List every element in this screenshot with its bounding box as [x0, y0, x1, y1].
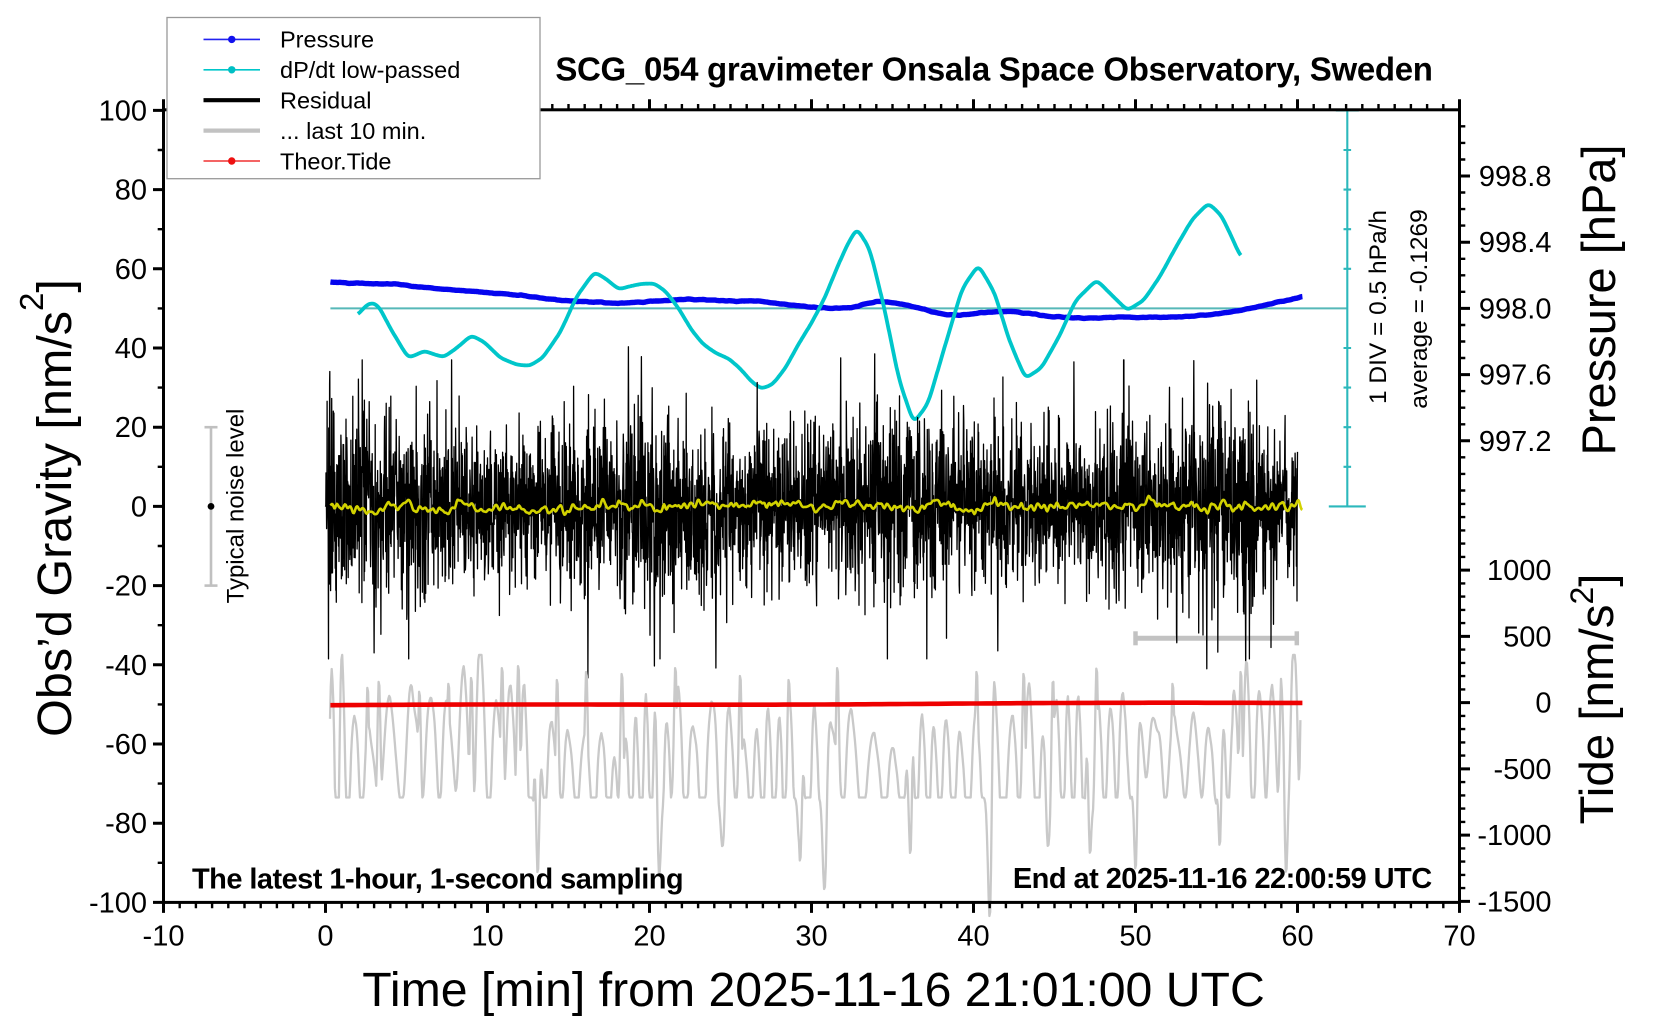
svg-text:average = -0.1269: average = -0.1269 — [1406, 209, 1433, 409]
svg-text:-1500: -1500 — [1477, 886, 1551, 918]
svg-text:Typical noise level: Typical noise level — [223, 409, 250, 604]
svg-text:Theor.Tide: Theor.Tide — [280, 148, 391, 174]
svg-text:998.0: 998.0 — [1479, 293, 1552, 325]
svg-text:997.2: 997.2 — [1479, 426, 1552, 458]
svg-text:-40: -40 — [105, 650, 147, 682]
svg-text:-20: -20 — [105, 571, 147, 603]
svg-text:500: 500 — [1503, 621, 1551, 653]
svg-text:70: 70 — [1443, 921, 1475, 953]
svg-text:0: 0 — [317, 921, 333, 953]
svg-text:... last 10 min.: ... last 10 min. — [280, 118, 426, 144]
svg-text:998.4: 998.4 — [1479, 227, 1552, 259]
svg-text:20: 20 — [633, 921, 665, 953]
svg-text:10: 10 — [471, 921, 503, 953]
svg-text:Time [min] from 2025-11-16 21:: Time [min] from 2025-11-16 21:01:00 UTC — [362, 963, 1265, 1017]
svg-text:-500: -500 — [1493, 754, 1551, 786]
svg-text:-80: -80 — [105, 808, 147, 840]
svg-text:60: 60 — [1281, 921, 1313, 953]
svg-text:20: 20 — [115, 412, 147, 444]
svg-text:997.6: 997.6 — [1479, 360, 1552, 392]
svg-text:Pressure [hPa]: Pressure [hPa] — [1572, 145, 1625, 456]
svg-text:40: 40 — [115, 333, 147, 365]
svg-text:-10: -10 — [143, 921, 185, 953]
svg-text:The latest 1-hour, 1-second sa: The latest 1-hour, 1-second sampling — [192, 864, 683, 896]
svg-text:SCG_054 gravimeter Onsala Spac: SCG_054 gravimeter Onsala Space Observat… — [555, 51, 1432, 88]
svg-text:-60: -60 — [105, 729, 147, 761]
svg-text:-1000: -1000 — [1477, 820, 1551, 852]
svg-text:1000: 1000 — [1487, 555, 1552, 587]
svg-text:End at 2025-11-16 22:00:59 UTC: End at 2025-11-16 22:00:59 UTC — [1013, 863, 1432, 895]
svg-text:Pressure: Pressure — [280, 27, 374, 53]
svg-text:0: 0 — [131, 491, 147, 523]
svg-text:40: 40 — [957, 921, 989, 953]
svg-text:998.8: 998.8 — [1479, 161, 1552, 193]
svg-text:100: 100 — [99, 95, 147, 127]
svg-text:50: 50 — [1119, 921, 1151, 953]
svg-text:Tide [nm/s2]: Tide [nm/s2] — [1564, 574, 1624, 825]
svg-text:80: 80 — [115, 175, 147, 207]
svg-text:dP/dt low-passed: dP/dt low-passed — [280, 57, 460, 83]
svg-text:60: 60 — [115, 254, 147, 286]
svg-text:0: 0 — [1535, 688, 1551, 720]
svg-text:1 DIV = 0.5 hPa/h: 1 DIV = 0.5 hPa/h — [1365, 210, 1392, 404]
svg-text:Residual: Residual — [280, 88, 371, 114]
svg-text:30: 30 — [795, 921, 827, 953]
svg-text:-100: -100 — [89, 887, 147, 919]
